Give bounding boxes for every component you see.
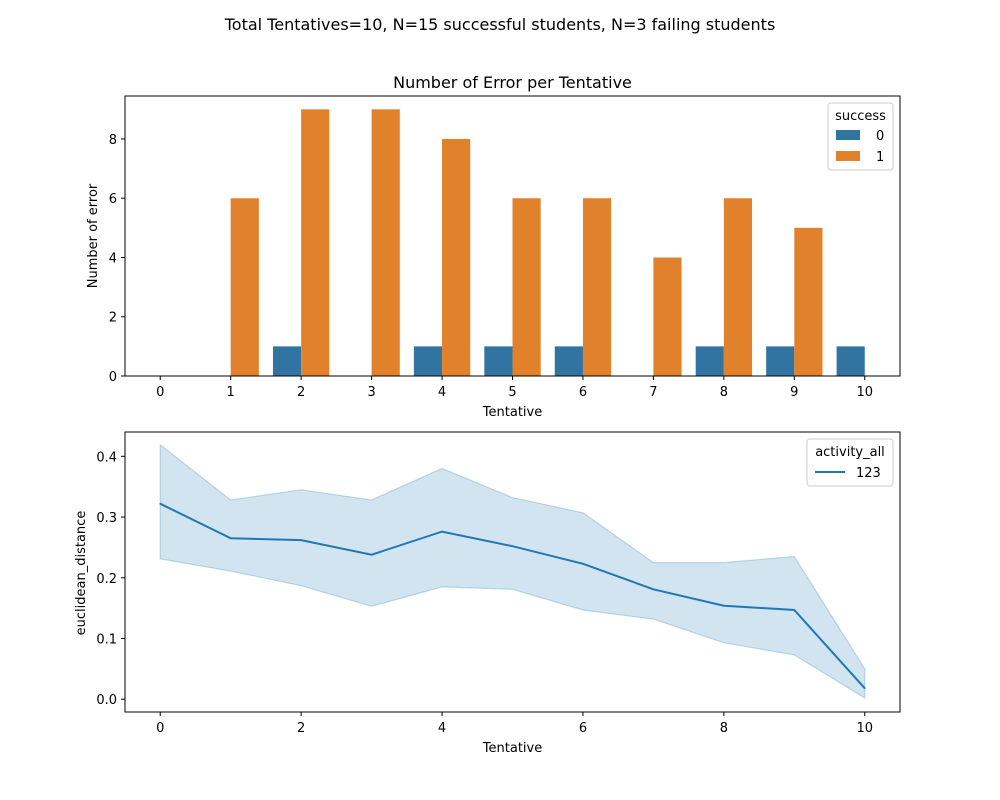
bar-y-tick-label: 8 — [109, 133, 117, 148]
line-y-tick-label: 0.0 — [96, 693, 117, 708]
line-point-10 — [863, 687, 866, 690]
bar-s0-5 — [484, 346, 513, 376]
line-x-tick-label: 8 — [720, 721, 728, 736]
bar-chart: Number of Error per Tentative 0 1 2 3 4 5 6 7 8 9… — [86, 73, 901, 420]
bar-y-tick-label: 2 — [109, 311, 117, 326]
bar-x-tick-label: 6 — [579, 385, 587, 400]
line-legend-title: activity_all — [815, 445, 885, 460]
line-point-6 — [582, 563, 584, 565]
line-y-tick-label: 0.4 — [96, 450, 117, 465]
line-chart: 0 2 4 6 8 10 0.0 0.1 0.2 0.3 0.4 Tentative euclid… — [74, 431, 901, 756]
bar-x-tick-label: 9 — [790, 385, 798, 400]
bar-s1-4 — [442, 138, 471, 376]
figure-suptitle: Total Tentatives=10, N=15 successful stu… — [224, 15, 776, 34]
line-legend-box — [806, 438, 894, 487]
bar-x-tick-label: 3 — [367, 385, 375, 400]
bar-x-axis-label: Tentative — [482, 405, 542, 420]
line-point-4 — [441, 530, 443, 533]
line-point-5 — [511, 545, 514, 547]
bar-s0-6 — [554, 346, 583, 376]
bar-legend-swatch-0 — [836, 130, 860, 140]
bar-s1-8 — [723, 198, 753, 376]
bar-s0-9 — [766, 346, 795, 376]
bar-chart-title: Number of Error per Tentative — [393, 73, 632, 92]
line-x-axis: 0 2 4 6 8 10 — [156, 712, 873, 736]
bar-s1-3 — [371, 109, 400, 376]
bar-y-axis-label: Number of error — [86, 183, 101, 288]
bar-s1-1 — [230, 198, 259, 376]
bar-x-axis: 0 1 2 3 4 5 6 7 8 9 10 — [156, 376, 873, 400]
line-y-tick-label: 0.1 — [96, 633, 117, 648]
line-y-axis: 0.0 0.1 0.2 0.3 0.4 — [96, 450, 125, 708]
bar-x-tick-label: 8 — [720, 385, 728, 400]
bar-s1-6 — [582, 198, 612, 376]
bar-x-tick-label: 1 — [227, 385, 235, 400]
bar-x-tick-label: 4 — [438, 385, 446, 400]
line-legend: activity_all 123 — [806, 438, 894, 487]
bar-s1-5 — [512, 198, 541, 376]
bar-x-tick-label: 10 — [856, 385, 873, 400]
line-marks — [159, 443, 866, 700]
line-y-tick-label: 0.3 — [96, 511, 117, 526]
bar-legend-title: success — [835, 109, 886, 124]
line-x-axis-label: Tentative — [482, 741, 542, 756]
bar-s0-2 — [272, 346, 302, 376]
bar-s1-9 — [794, 227, 823, 376]
confidence-band — [159, 443, 866, 700]
bar-x-tick-label: 2 — [297, 385, 305, 400]
line-y-axis-label: euclidean_distance — [74, 511, 89, 636]
line-plot-frame — [124, 431, 901, 713]
line-x-tick-label: 2 — [297, 721, 305, 736]
bar-y-tick-label: 4 — [109, 251, 117, 266]
line-point-2 — [300, 539, 302, 541]
bar-s0-10 — [836, 346, 865, 376]
bar-s1-2 — [301, 109, 330, 376]
line-point-0 — [159, 502, 162, 505]
line-x-tick-label: 0 — [156, 721, 164, 736]
line-x-tick-label: 4 — [438, 721, 446, 736]
line-legend-label: 123 — [856, 466, 881, 481]
bar-marks — [230, 109, 865, 376]
bar-legend-label-1: 1 — [876, 150, 884, 165]
bar-y-axis: 0 2 4 6 8 — [109, 133, 125, 385]
line-point-7 — [652, 588, 655, 591]
line-x-tick-label: 6 — [579, 721, 587, 736]
line-point-3 — [370, 553, 373, 556]
bar-y-tick-label: 0 — [109, 370, 117, 385]
line-point-1 — [229, 537, 232, 540]
bar-s0-8 — [695, 346, 724, 376]
bar-y-tick-label: 6 — [109, 192, 117, 207]
line-x-tick-label: 10 — [856, 721, 873, 736]
bar-x-tick-label: 5 — [508, 385, 516, 400]
bar-s1-7 — [653, 257, 682, 376]
line-point-9 — [793, 609, 796, 611]
bar-legend: success 0 1 — [827, 102, 894, 171]
bar-x-tick-label: 0 — [156, 385, 164, 400]
bar-legend-swatch-1 — [836, 151, 860, 161]
line-y-tick-label: 0.2 — [96, 572, 117, 587]
bar-legend-label-0: 0 — [876, 129, 884, 144]
bar-x-tick-label: 7 — [649, 385, 657, 400]
bar-s0-4 — [413, 346, 443, 376]
line-point-8 — [723, 604, 725, 607]
